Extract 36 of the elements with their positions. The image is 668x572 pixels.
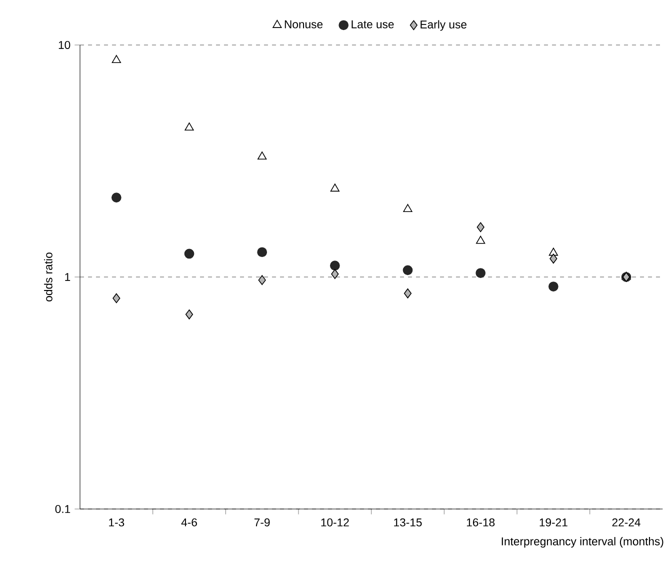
point	[404, 288, 412, 298]
point	[476, 222, 484, 232]
point	[111, 192, 122, 202]
y-tick-label: 1	[65, 273, 70, 281]
x-axis-title: Interpregnancy interval (months)	[502, 537, 664, 548]
point	[184, 248, 194, 259]
x-tick-label: 22-24	[612, 518, 640, 526]
point	[258, 275, 266, 286]
point	[185, 309, 194, 320]
point	[184, 122, 194, 131]
x-tick-label: 4-6	[181, 518, 197, 526]
x-tick-label: 19-21	[540, 518, 568, 526]
point	[476, 236, 486, 244]
legend-label: Late use	[352, 20, 394, 28]
point	[476, 268, 486, 278]
y-tick-label: 10	[58, 40, 70, 50]
x-tick-label: 1-3	[109, 518, 124, 526]
point	[548, 282, 558, 292]
point	[258, 152, 267, 160]
point	[330, 260, 340, 271]
legend-label: Early use	[420, 20, 466, 31]
point	[112, 293, 120, 304]
x-tick-label: 7-9	[254, 518, 270, 526]
y-tick-label: 0.1	[55, 505, 70, 514]
point	[550, 254, 558, 264]
x-tick-label: 10-12	[321, 518, 349, 526]
point	[112, 55, 121, 63]
y-axis-title: odds ratio	[44, 252, 52, 302]
point	[330, 184, 340, 192]
point	[402, 265, 413, 276]
point	[403, 204, 412, 212]
x-tick-label: 16-18	[466, 518, 495, 526]
legend-label: Nonuse	[284, 20, 323, 28]
point	[257, 247, 268, 258]
x-tick-label: 13-15	[394, 518, 422, 526]
point	[331, 269, 339, 279]
